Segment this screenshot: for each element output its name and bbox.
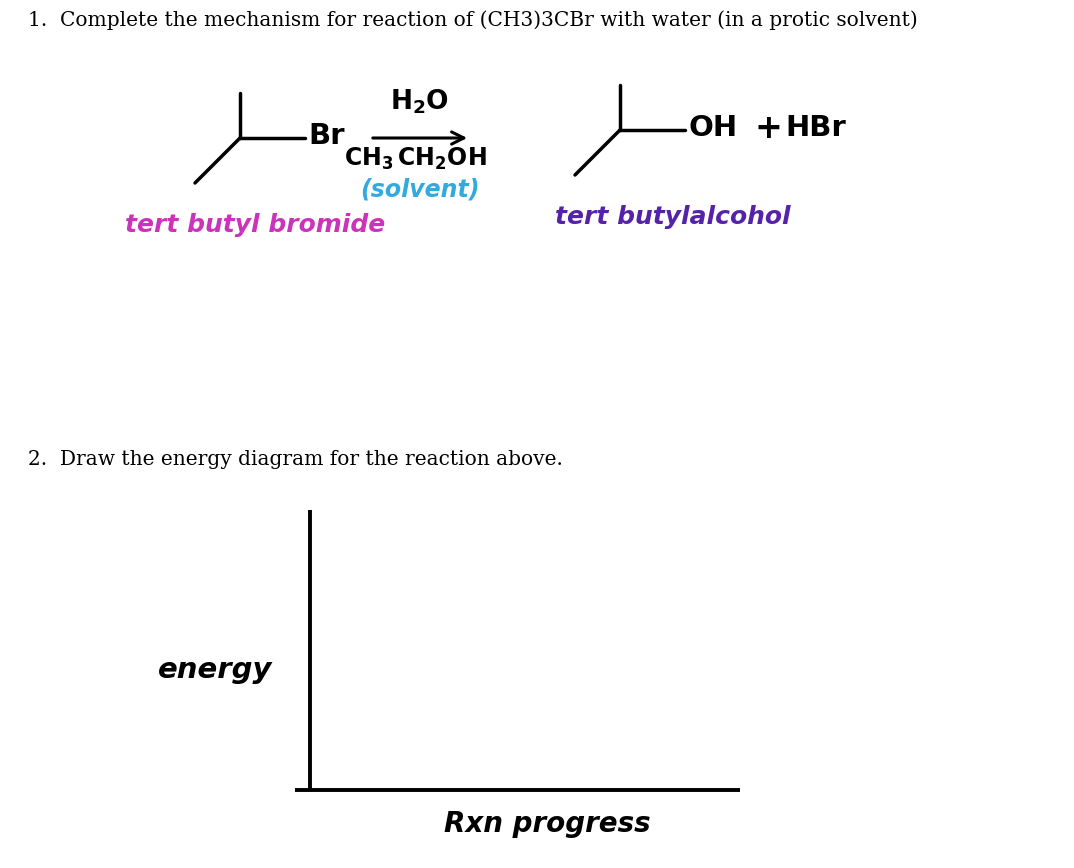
Text: +: +: [755, 111, 783, 144]
Text: tert butylalcohol: tert butylalcohol: [555, 205, 790, 229]
Text: $\mathbf{CH_3\,CH_2OH}$: $\mathbf{CH_3\,CH_2OH}$: [344, 146, 487, 172]
Text: $\mathbf{H_2O}$: $\mathbf{H_2O}$: [391, 88, 450, 116]
Text: 1.  Complete the mechanism for reaction of (CH3)3CBr with water (in a protic sol: 1. Complete the mechanism for reaction o…: [28, 10, 918, 30]
Text: Rxn progress: Rxn progress: [445, 810, 651, 838]
Text: energy: energy: [158, 656, 272, 684]
Text: HBr: HBr: [785, 114, 845, 142]
Text: OH: OH: [688, 114, 737, 142]
Text: (solvent): (solvent): [360, 178, 480, 202]
Text: Br: Br: [308, 122, 345, 150]
Text: tert butyl bromide: tert butyl bromide: [125, 213, 386, 237]
Text: 2.  Draw the energy diagram for the reaction above.: 2. Draw the energy diagram for the react…: [28, 450, 563, 469]
